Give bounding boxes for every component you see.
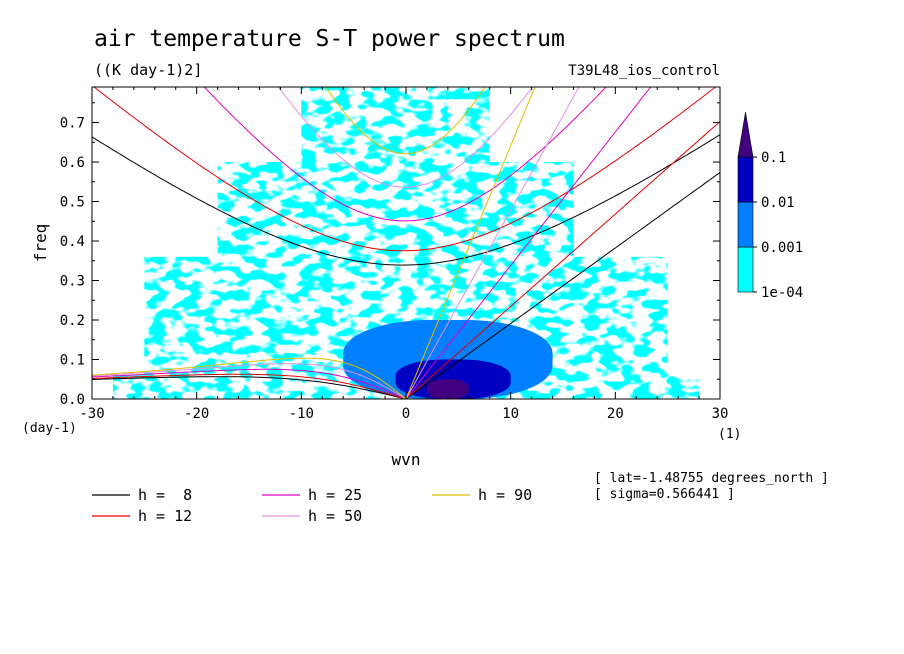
curve-h12-branch-1 [93, 87, 717, 252]
curve-h25-branch-2 [405, 87, 652, 399]
dispersion-curves [92, 87, 720, 399]
y-tick-label: 0.0 [60, 392, 85, 408]
plot-area [92, 87, 720, 399]
power-field [112, 87, 700, 399]
x-tick-label: 30 [712, 406, 729, 422]
legend-label-h50: h = 50 [308, 507, 362, 525]
sigma-annotation: [ sigma=0.566441 ] [594, 487, 735, 502]
legend-label-h8: h = 8 [138, 486, 192, 504]
curve-h25-branch-3 [92, 368, 407, 399]
x-tick-label: 0 [402, 406, 410, 422]
colorbar-segment-1 [737, 246, 754, 293]
x-tick-label: -20 [184, 406, 209, 422]
colorbar-label: 1e-04 [761, 285, 803, 301]
colorbar-label: 0.01 [761, 195, 795, 211]
y-axis-title: freq [31, 224, 50, 263]
y-tick-label: 0.3 [60, 274, 85, 290]
colorbar: 1e-04 0.001 0.01 0.1 [737, 111, 803, 301]
curve-h50-branch-1 [277, 87, 534, 188]
colorbar-segment-3 [737, 156, 754, 203]
curve-h25-branch-1 [203, 87, 607, 222]
curve-h90-branch-3 [92, 357, 407, 399]
lat-annotation: [ lat=-1.48755 degrees_north ] [594, 471, 829, 486]
curve-h90-branch-1 [325, 87, 486, 155]
curve-h50-branch-3 [92, 363, 407, 399]
curve-h12-branch-3 [92, 373, 407, 399]
curve-h90-branch-2 [405, 87, 536, 399]
y-tick-label: 0.4 [60, 234, 85, 250]
colorbar-arrow [737, 111, 754, 158]
curve-h8-branch-2 [405, 172, 720, 399]
legend-label-h25: h = 25 [308, 486, 362, 504]
x-axis-title: wvn [392, 450, 421, 469]
y-unit-label: (day-1) [22, 421, 77, 436]
y-axis: 0.0 0.1 0.2 0.3 0.4 0.5 0.6 0.7 [60, 102, 720, 408]
legend-label-h90: h = 90 [478, 486, 532, 504]
power-region-6 [395, 359, 511, 399]
experiment-label: T39L48_ios_control [568, 63, 720, 79]
legend: h = 8 h = 12 h = 25 h = 50 h = 90 [92, 486, 532, 525]
x-unit-label: (1) [718, 427, 741, 442]
colorbar-label: 0.1 [761, 150, 786, 166]
curve-h50-branch-2 [405, 87, 580, 399]
colorbar-label: 0.001 [761, 240, 803, 256]
power-region-7 [426, 379, 469, 399]
curve-h12-branch-2 [405, 121, 720, 399]
x-tick-label: -30 [79, 406, 104, 422]
legend-label-h12: h = 12 [138, 507, 192, 525]
chart-title: air temperature S-T power spectrum [94, 26, 565, 52]
power-region-4 [301, 87, 490, 163]
power-region-3 [217, 162, 574, 257]
y-tick-label: 0.6 [60, 155, 85, 171]
x-axis: -30 -20 -10 0 10 20 30 [79, 87, 728, 422]
y-tick-label: 0.7 [60, 116, 85, 132]
units-label: ((K day-1)2] [94, 61, 202, 79]
y-tick-label: 0.2 [60, 313, 85, 329]
colorbar-segment-2 [737, 201, 754, 248]
curve-h8-branch-3 [92, 376, 407, 399]
x-tick-label: 20 [607, 406, 624, 422]
y-tick-label: 0.1 [60, 353, 85, 369]
x-tick-label: -10 [289, 406, 314, 422]
curve-h8-branch-1 [92, 134, 720, 266]
x-tick-label: 10 [502, 406, 519, 422]
y-tick-label: 0.5 [60, 195, 85, 211]
